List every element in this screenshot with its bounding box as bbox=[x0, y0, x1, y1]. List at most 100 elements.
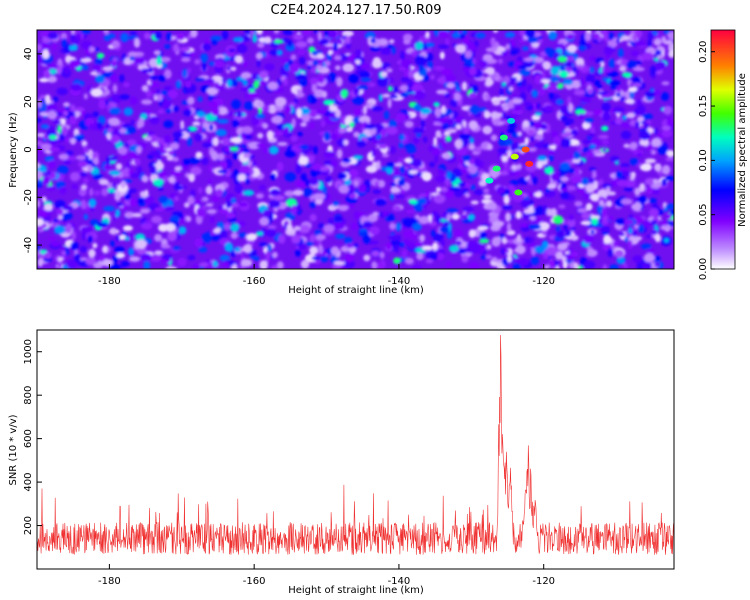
heatmap-cell bbox=[382, 93, 391, 98]
heatmap-cell bbox=[666, 116, 674, 127]
heatmap-cell bbox=[597, 188, 609, 198]
heatmap-cell bbox=[333, 260, 346, 266]
heatmap-cell bbox=[353, 108, 362, 117]
heatmap-cell bbox=[430, 74, 435, 80]
heatmap-cell bbox=[62, 212, 73, 220]
heatmap-cell bbox=[479, 238, 490, 244]
heatmap-cell bbox=[230, 66, 237, 72]
heatmap-cell bbox=[247, 92, 259, 99]
heatmap-cell bbox=[661, 126, 671, 131]
heatmap-cell bbox=[527, 147, 537, 152]
heatmap-cell bbox=[440, 68, 453, 76]
y-tick-label: 0 bbox=[23, 146, 34, 152]
heatmap-cell bbox=[441, 105, 447, 114]
heatmap-cell bbox=[222, 261, 229, 268]
heatmap-cell bbox=[181, 52, 192, 58]
heatmap-cell bbox=[234, 183, 243, 194]
heatmap-cell bbox=[645, 234, 652, 239]
heatmap-cell bbox=[420, 107, 432, 115]
heatmap-cell bbox=[89, 188, 94, 197]
heatmap-cell bbox=[96, 52, 105, 59]
heatmap-cell bbox=[257, 100, 265, 109]
heatmap-cell bbox=[295, 73, 307, 81]
heatmap-cell bbox=[102, 66, 114, 72]
heatmap-cell bbox=[492, 220, 504, 228]
heatmap-cell bbox=[649, 65, 657, 75]
heatmap-cell bbox=[555, 251, 564, 260]
heatmap-cell bbox=[238, 202, 249, 208]
heatmap-cell bbox=[438, 30, 449, 39]
heatmap-cell bbox=[468, 143, 476, 151]
x-tick-label: -120 bbox=[532, 276, 555, 287]
heatmap-cell bbox=[149, 164, 157, 175]
heatmap-hotspot bbox=[485, 177, 494, 184]
heatmap-cell bbox=[319, 38, 330, 45]
heatmap-cell bbox=[198, 186, 203, 195]
heatmap-cell bbox=[583, 260, 596, 269]
heatmap-cell bbox=[574, 168, 581, 178]
heatmap-cell bbox=[190, 189, 196, 199]
heatmap-cell bbox=[250, 250, 257, 257]
heatmap-cell bbox=[353, 131, 360, 138]
heatmap-cell bbox=[185, 216, 192, 222]
heatmap-cell bbox=[575, 57, 585, 67]
heatmap-cell bbox=[301, 112, 311, 123]
heatmap-cell bbox=[297, 48, 306, 56]
heatmap-cell bbox=[637, 116, 645, 122]
heatmap-cell bbox=[511, 109, 523, 115]
heatmap-cell bbox=[530, 245, 537, 256]
heatmap-cell bbox=[236, 111, 243, 118]
heatmap-cell bbox=[624, 219, 634, 225]
heatmap-cell bbox=[37, 117, 42, 123]
heatmap-cell bbox=[483, 194, 492, 199]
heatmap-cell bbox=[517, 131, 522, 137]
figure-title: C2E4.2024.127.17.50.R09 bbox=[270, 3, 441, 18]
heatmap-cell bbox=[359, 63, 371, 69]
heatmap-cell bbox=[266, 130, 274, 140]
heatmap-cell bbox=[608, 32, 614, 40]
heatmap-cell bbox=[40, 124, 50, 129]
heatmap-cell bbox=[651, 229, 658, 236]
heatmap-cell bbox=[269, 200, 281, 208]
heatmap-cell bbox=[80, 184, 88, 190]
heatmap-cell bbox=[577, 186, 585, 195]
heatmap-cell bbox=[621, 115, 628, 121]
heatmap-cell bbox=[492, 99, 501, 106]
heatmap-cell bbox=[546, 208, 552, 217]
heatmap-cell bbox=[195, 151, 203, 159]
heatmap-cell bbox=[570, 235, 579, 241]
heatmap-cell bbox=[441, 140, 447, 149]
heatmap-cell bbox=[411, 159, 423, 168]
heatmap-cell bbox=[668, 49, 674, 58]
heatmap-cell bbox=[206, 208, 217, 215]
heatmap-cell bbox=[90, 88, 103, 98]
heatmap-cell bbox=[126, 126, 136, 134]
heatmap-cell bbox=[337, 172, 347, 180]
heatmap-cell bbox=[519, 38, 525, 44]
heatmap-cell bbox=[201, 62, 207, 72]
heatmap-cell bbox=[630, 50, 640, 57]
heatmap-cell bbox=[348, 169, 359, 178]
heatmap-cell bbox=[655, 60, 667, 70]
heatmap-cell bbox=[129, 150, 136, 158]
heatmap-cell bbox=[70, 83, 82, 91]
heatmap-cell bbox=[70, 30, 76, 35]
heatmap-cell bbox=[57, 256, 64, 262]
heatmap-cell bbox=[73, 36, 80, 46]
heatmap-cell bbox=[353, 210, 360, 220]
heatmap-cell bbox=[629, 175, 636, 181]
heatmap-cell bbox=[269, 211, 274, 222]
heatmap-cell bbox=[406, 146, 417, 154]
heatmap-cell bbox=[225, 200, 233, 209]
heatmap-cell bbox=[276, 123, 285, 131]
heatmap-cell bbox=[129, 31, 138, 36]
heatmap-cell bbox=[534, 142, 545, 149]
heatmap-cell bbox=[115, 163, 123, 170]
snr-y-label: SNR (10 * v/v) bbox=[8, 414, 19, 485]
heatmap-cell bbox=[621, 35, 630, 41]
heatmap-cell bbox=[539, 87, 546, 96]
heatmap-cell bbox=[641, 113, 653, 120]
heatmap-cell bbox=[124, 236, 130, 241]
heatmap-cell bbox=[599, 178, 604, 186]
heatmap-cell bbox=[116, 202, 124, 208]
